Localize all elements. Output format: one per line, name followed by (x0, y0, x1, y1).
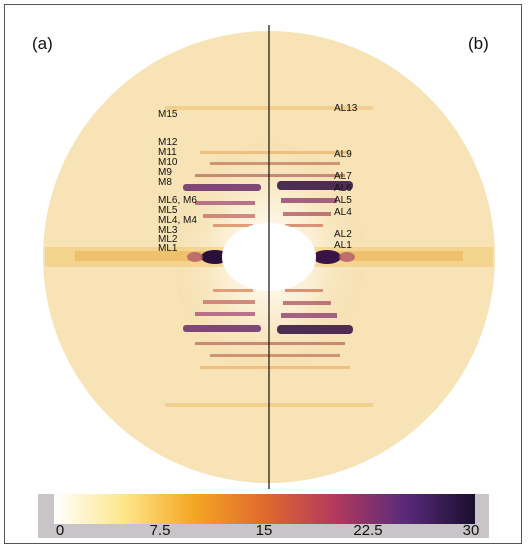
reflection-label: M15 (158, 109, 178, 120)
equatorial-reflection-left (201, 250, 229, 264)
reflection-label: AL9 (334, 149, 352, 160)
reflection-label: M11 (158, 147, 177, 158)
reflection-label: ML4, M4 (158, 215, 197, 226)
reflection-label: ML1 (158, 243, 178, 254)
figure-frame (4, 4, 522, 544)
reflection-label: AL7 (334, 171, 352, 182)
reflection-label: ML6, M6 (158, 195, 197, 206)
reflection-label: M8 (158, 177, 172, 188)
reflection-label: AL4 (334, 207, 352, 218)
reflection-label: AL1 (334, 240, 352, 251)
colorbar-gradient (54, 494, 475, 524)
reflection-label: M10 (158, 157, 178, 168)
reflection-label: ML5 (158, 205, 178, 216)
reflection-label: AL6 (334, 183, 352, 194)
colorbar-tick: 7.5 (149, 522, 171, 539)
reflection-label: AL5 (334, 195, 352, 206)
reflection-label: ML2 (158, 234, 178, 245)
colorbar: 0 7.5 15 22.5 30 (38, 494, 489, 539)
panel-label-a: (a) (32, 34, 53, 53)
reflection-label: AL2 (334, 229, 352, 240)
panel-label-b: (b) (468, 34, 489, 53)
equatorial-reflection-right (313, 250, 341, 264)
colorbar-tick: 22.5 (353, 522, 383, 539)
reflection-label: ML3 (158, 225, 178, 236)
reflection-label: AL13 (334, 103, 358, 114)
colorbar-tick: 30 (462, 522, 480, 539)
colorbar-tick: 0 (55, 522, 65, 539)
reflection-label: M9 (158, 167, 172, 178)
reflection-label: M12 (158, 137, 178, 148)
diffraction-pattern (43, 25, 495, 489)
colorbar-tick: 15 (255, 522, 273, 539)
